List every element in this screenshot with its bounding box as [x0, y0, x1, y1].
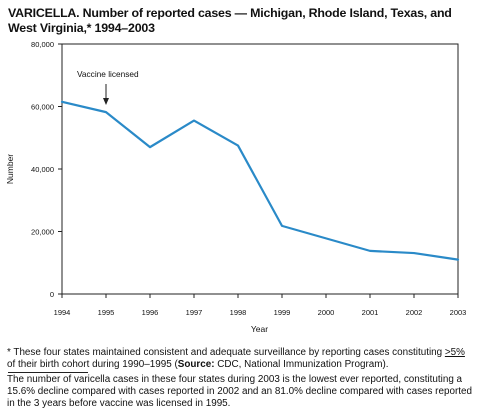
footnote-marker: * — [7, 347, 11, 358]
x-tick-label: 1999 — [274, 308, 291, 317]
footnote-threshold: >5% — [444, 347, 465, 358]
y-axis-label: Number — [5, 154, 15, 184]
vaccine-annotation-label: Vaccine licensed — [77, 69, 139, 79]
annotation-arrow-head — [103, 98, 109, 105]
footnote-source-text: CDC, National Immunization Program). — [214, 359, 389, 370]
x-tick-label: 1995 — [98, 308, 115, 317]
x-tick-label: 2001 — [362, 308, 379, 317]
footnote-source-label: Source: — [177, 359, 215, 370]
summary-text: The number of varicella cases in these f… — [7, 374, 472, 409]
x-tick-label: 2002 — [406, 308, 423, 317]
series-line — [60, 100, 460, 261]
y-tick-label: 20,000 — [31, 228, 54, 237]
footnote: * These four states maintained consisten… — [7, 347, 473, 371]
chart-title: VARICELLA. Number of reported cases — Mi… — [8, 6, 452, 35]
footnote-divider — [8, 372, 88, 373]
x-tick-label: 1998 — [230, 308, 247, 317]
y-tick-label: 60,000 — [31, 103, 54, 112]
x-tick-label: 1994 — [54, 308, 71, 317]
x-tick-label: 2003 — [450, 308, 467, 317]
x-tick-label: 2000 — [318, 308, 335, 317]
line-chart: 0 20,000 40,000 60,000 80,000 1994 1995 1996 199… — [5, 40, 467, 334]
y-tick-label: 0 — [50, 290, 54, 299]
x-tick-label: 1997 — [186, 308, 203, 317]
plot-frame — [61, 43, 459, 295]
y-tick-label: 40,000 — [31, 165, 54, 174]
footnote-lead: These four states maintained consistent … — [10, 347, 445, 358]
y-tick-label: 80,000 — [31, 40, 54, 49]
footnote-rest: of their birth cohort during 1990–1995 ( — [7, 359, 178, 370]
x-axis-label: Year — [251, 324, 268, 334]
x-tick-label: 1996 — [142, 308, 159, 317]
